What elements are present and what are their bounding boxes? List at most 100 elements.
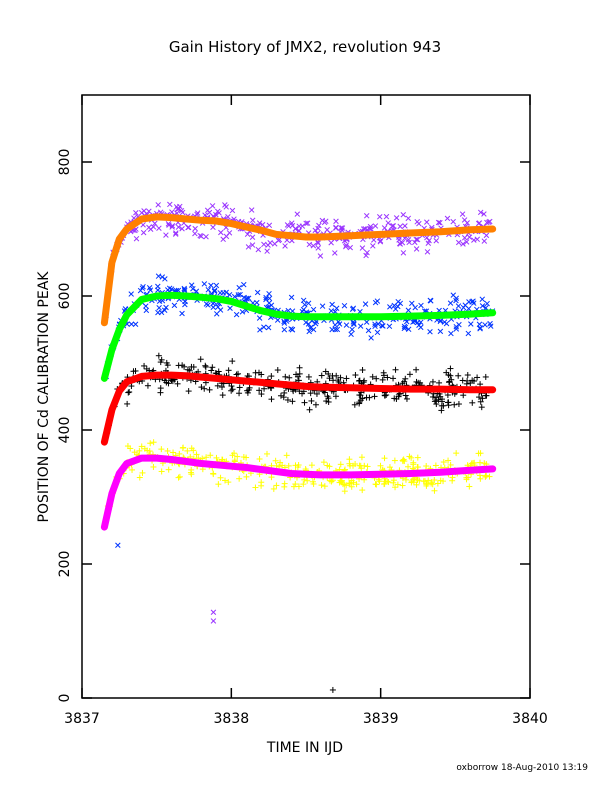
data-point xyxy=(372,321,378,327)
data-point xyxy=(197,356,204,363)
data-point xyxy=(484,300,490,307)
data-point xyxy=(203,301,210,307)
data-point xyxy=(185,224,191,231)
data-point xyxy=(239,309,246,315)
data-point xyxy=(265,324,272,331)
data-point xyxy=(315,245,321,251)
data-point xyxy=(146,208,152,215)
data-point xyxy=(326,463,333,470)
data-point xyxy=(433,238,439,244)
data-point xyxy=(359,245,366,251)
data-point xyxy=(307,390,314,397)
data-point xyxy=(203,454,210,461)
data-point xyxy=(318,482,325,489)
data-point xyxy=(215,481,222,488)
data-point xyxy=(217,474,224,481)
data-point xyxy=(348,483,355,490)
data-point xyxy=(213,282,220,289)
data-point xyxy=(421,478,428,485)
data-point xyxy=(463,476,470,483)
data-point xyxy=(477,325,483,332)
y-tick-label: 600 xyxy=(57,283,73,310)
data-point xyxy=(416,322,422,328)
data-point xyxy=(245,244,252,250)
data-point xyxy=(463,380,470,387)
data-point xyxy=(484,219,490,226)
data-point xyxy=(362,301,369,307)
data-point xyxy=(165,287,171,293)
data-point xyxy=(455,303,462,309)
data-point xyxy=(165,466,172,473)
data-point xyxy=(126,388,133,395)
data-point xyxy=(413,236,419,243)
data-point xyxy=(255,246,262,253)
data-point xyxy=(233,311,240,318)
x-axis-label: TIME IN IJD xyxy=(266,740,343,756)
data-point xyxy=(179,209,186,216)
data-point xyxy=(463,239,470,245)
data-point xyxy=(391,395,398,402)
data-point xyxy=(359,487,366,494)
data-point xyxy=(273,462,280,469)
data-point xyxy=(282,373,289,380)
data-point xyxy=(450,218,456,225)
data-point xyxy=(435,219,442,226)
data-point xyxy=(406,239,412,246)
data-point xyxy=(364,249,370,256)
data-point xyxy=(249,242,256,248)
data-point xyxy=(296,223,302,229)
fit-curve xyxy=(100,213,497,327)
data-point xyxy=(413,378,420,385)
data-point xyxy=(451,401,458,408)
data-point xyxy=(303,220,309,227)
data-point xyxy=(243,473,250,480)
data-point xyxy=(440,459,447,466)
data-point xyxy=(140,229,147,236)
y-tick-label: 400 xyxy=(57,417,73,444)
data-point xyxy=(179,445,186,452)
data-point xyxy=(405,215,412,222)
data-point xyxy=(283,318,290,324)
data-point xyxy=(471,459,478,466)
data-point xyxy=(136,447,143,454)
data-point xyxy=(236,384,243,391)
data-point xyxy=(167,201,173,208)
data-point xyxy=(245,295,252,302)
data-point xyxy=(447,372,454,379)
data-point xyxy=(295,483,302,490)
data-point xyxy=(450,292,457,298)
data-point xyxy=(356,462,363,469)
data-point xyxy=(308,397,315,404)
data-point xyxy=(236,475,243,482)
data-point xyxy=(261,324,267,330)
data-point xyxy=(481,211,487,217)
data-point xyxy=(235,292,242,298)
data-point xyxy=(371,393,378,400)
data-point xyxy=(301,399,308,406)
data-point xyxy=(263,450,270,457)
data-point xyxy=(310,242,317,249)
data-point xyxy=(261,385,268,392)
data-point xyxy=(341,488,348,495)
data-point xyxy=(455,372,462,379)
data-point xyxy=(163,232,169,238)
data-point xyxy=(301,476,308,483)
data-point xyxy=(431,477,438,484)
data-point xyxy=(194,211,200,218)
data-point xyxy=(211,288,218,295)
data-point xyxy=(447,300,454,306)
x-tick-label: 3839 xyxy=(363,711,399,727)
data-point xyxy=(173,230,179,236)
data-point xyxy=(424,249,431,255)
data-point xyxy=(410,319,416,325)
data-point xyxy=(483,392,490,399)
data-point xyxy=(323,398,330,405)
data-point xyxy=(188,445,195,452)
data-point xyxy=(444,392,451,399)
data-point xyxy=(363,394,370,401)
data-point xyxy=(202,363,209,370)
data-point xyxy=(225,214,231,220)
data-point xyxy=(336,479,343,486)
data-point xyxy=(184,447,191,454)
data-point xyxy=(220,236,226,243)
